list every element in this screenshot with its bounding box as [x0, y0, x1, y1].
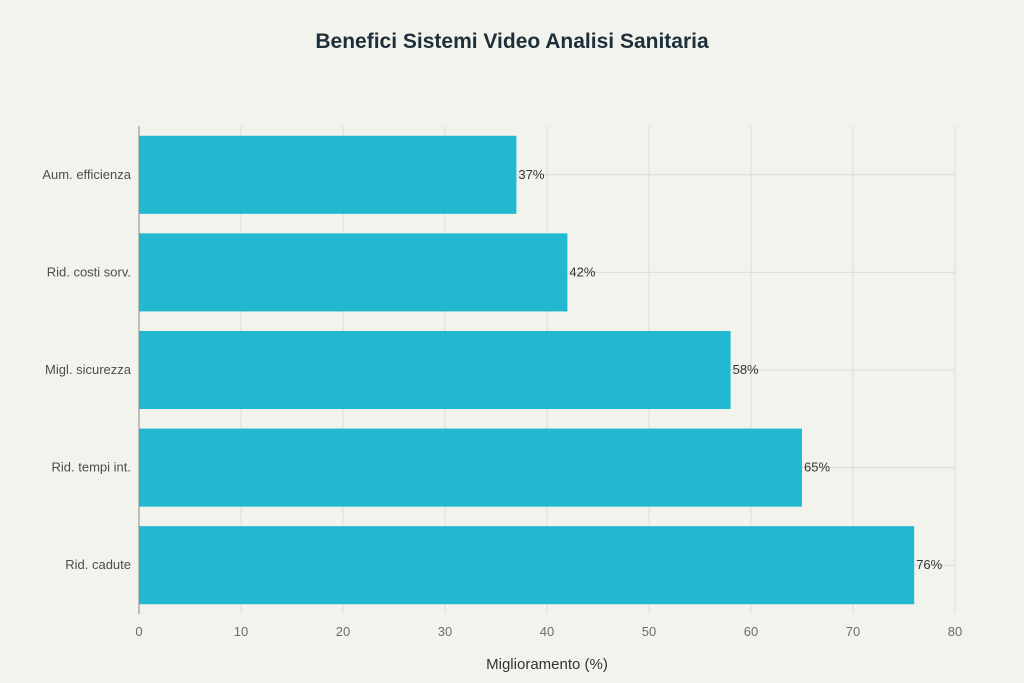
bar-5: [139, 526, 915, 605]
bar-2: [139, 233, 568, 312]
y-tick-label: Rid. costi sorv.: [47, 264, 131, 279]
bar-4: [139, 428, 802, 507]
x-axis-label: Miglioramento (%): [486, 656, 608, 673]
y-tick-label: Aum. efficienza: [42, 167, 131, 182]
data-label: 42%: [569, 264, 595, 279]
data-label: 76%: [916, 557, 942, 572]
x-tick-label: 40: [540, 624, 554, 639]
bar-3: [139, 330, 731, 410]
x-tick-label: 0: [135, 624, 142, 639]
data-label: 58%: [733, 362, 759, 377]
x-tick-label: 70: [846, 624, 860, 639]
x-tick-label: 60: [744, 624, 758, 639]
y-tick-label: Rid. tempi int.: [52, 460, 131, 475]
y-tick-label: Rid. cadute: [65, 557, 131, 572]
y-tick-label: Migl. sicurezza: [45, 362, 132, 377]
x-tick-label: 10: [234, 624, 248, 639]
x-tick-label: 80: [948, 624, 962, 639]
x-tick-label: 50: [642, 624, 656, 639]
bar-1: [139, 135, 517, 214]
chart-title: Benefici Sistemi Video Analisi Sanitaria: [315, 30, 709, 53]
data-label: 65%: [804, 460, 830, 475]
data-label: 37%: [518, 167, 544, 182]
x-tick-label: 30: [438, 624, 452, 639]
x-tick-label: 20: [336, 624, 350, 639]
